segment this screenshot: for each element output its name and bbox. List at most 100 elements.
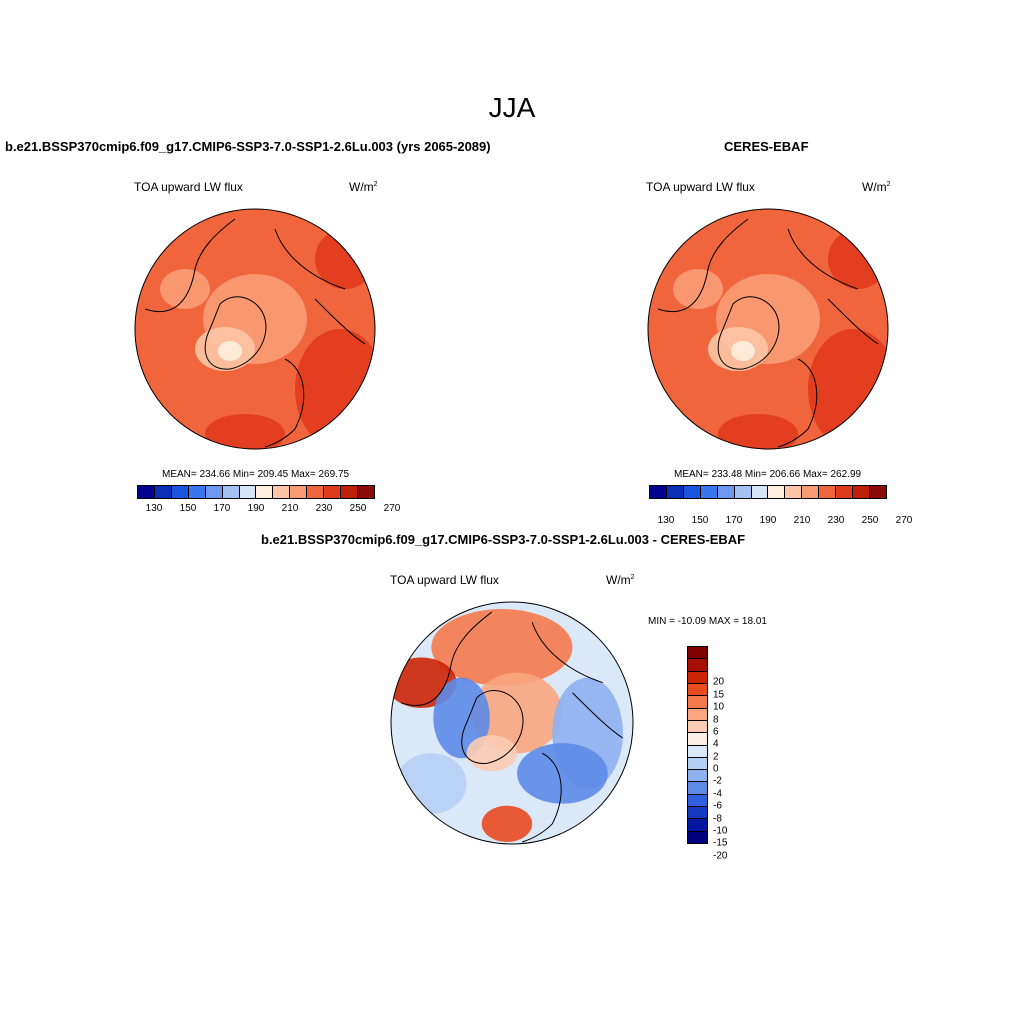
canada-mid-flux-region bbox=[160, 269, 210, 309]
colorbar-swatch bbox=[734, 486, 752, 498]
colorbar-swatch bbox=[688, 831, 707, 843]
panel-1-colorbar-labels: 130 150 170 190 210 230 250 270 bbox=[137, 503, 401, 515]
colorbar-tick-label: 8 bbox=[713, 714, 719, 725]
arctic-positive-region bbox=[471, 672, 563, 754]
colorbar-tick-label: -6 bbox=[713, 800, 722, 812]
colorbar-swatch bbox=[688, 782, 707, 795]
coastline bbox=[314, 298, 366, 345]
north-positive-region bbox=[431, 609, 573, 686]
colorbar-tick-label: -15 bbox=[713, 837, 728, 849]
southwest-negative-region bbox=[396, 753, 467, 814]
colorbar-tick-label: 130 bbox=[145, 503, 163, 514]
colorbar-tick-label: -4 bbox=[713, 788, 722, 800]
coastline bbox=[400, 611, 493, 706]
colorbar-tick-label: 170 bbox=[725, 515, 743, 526]
panel-1-colorbar bbox=[137, 485, 375, 499]
colorbar-tick-label: 150 bbox=[691, 515, 709, 526]
canada-mid-flux-region bbox=[673, 269, 723, 309]
colorbar-swatch bbox=[836, 486, 854, 498]
colorbar-swatch bbox=[683, 486, 701, 498]
colorbar-tick-label: 270 bbox=[895, 515, 913, 526]
colorbar-swatch bbox=[688, 770, 707, 783]
colorbar-tick-label: 250 bbox=[349, 503, 367, 514]
colorbar-swatch bbox=[324, 486, 342, 498]
colorbar-tick-label: 190 bbox=[247, 503, 265, 514]
coastline bbox=[787, 228, 859, 290]
coastline bbox=[204, 296, 267, 370]
colorbar-swatch bbox=[700, 486, 718, 498]
panel-1-polar-map bbox=[134, 208, 376, 450]
canada-negative-region bbox=[433, 677, 490, 759]
colorbar-tick-label: 270 bbox=[383, 503, 401, 514]
panel-1-variable: TOA upward LW flux bbox=[134, 180, 243, 194]
colorbar-swatch bbox=[688, 671, 707, 684]
coastline bbox=[827, 298, 879, 345]
panel-1-stats: MEAN= 234.66 Min= 209.45 Max= 269.75 bbox=[162, 469, 350, 480]
map-boundary bbox=[647, 208, 889, 450]
colorbar-tick-label: 15 bbox=[713, 689, 725, 701]
panel-1-title: b.e21.BSSP370cmip6.f09_g17.CMIP6-SSP3-7.… bbox=[5, 139, 491, 154]
coastline bbox=[274, 228, 346, 290]
colorbar-swatch bbox=[688, 807, 707, 820]
colorbar-tick-label: 250 bbox=[861, 515, 879, 526]
coastline bbox=[717, 296, 780, 370]
coastline bbox=[572, 692, 624, 739]
colorbar-swatch bbox=[688, 696, 707, 709]
colorbar-swatch bbox=[688, 794, 707, 808]
greenland-positive-region bbox=[466, 735, 518, 772]
colorbar-swatch bbox=[188, 486, 206, 498]
colorbar-swatch bbox=[688, 757, 707, 771]
coastline bbox=[777, 358, 818, 448]
panel-3-colorbar bbox=[687, 646, 708, 844]
panel-3-stats: MIN = -10.09 MAX = 18.01 bbox=[648, 616, 767, 627]
coastline bbox=[521, 752, 562, 843]
colorbar-swatch bbox=[307, 486, 325, 498]
colorbar-swatch bbox=[717, 486, 735, 498]
colorbar-swatch bbox=[290, 486, 308, 498]
panel-1-units: W/m2 bbox=[349, 180, 378, 194]
panel-3-colorbar-labels: 20 15 10 8 6 4 2 0 -2 -4 -6 -8 -10 -15 -20 bbox=[713, 670, 753, 868]
colorbar-tick-label: 20 bbox=[713, 676, 725, 688]
colorbar-swatch bbox=[768, 486, 786, 498]
map-boundary bbox=[390, 601, 634, 845]
colorbar-swatch bbox=[853, 486, 870, 498]
colorbar-tick-label: 190 bbox=[759, 515, 777, 526]
colorbar-swatch bbox=[256, 486, 274, 498]
colorbar-tick-label: 4 bbox=[713, 738, 719, 750]
colorbar-swatch bbox=[688, 720, 707, 734]
colorbar-swatch bbox=[273, 486, 291, 498]
greenland-minimum-region bbox=[731, 341, 755, 361]
atlantic-high-flux-region bbox=[205, 414, 285, 449]
colorbar-swatch bbox=[688, 659, 707, 672]
panel-2-variable: TOA upward LW flux bbox=[646, 180, 755, 194]
panel-2-colorbar-labels: 130 150 170 190 210 230 250 270 bbox=[649, 515, 913, 527]
colorbar-swatch bbox=[222, 486, 240, 498]
panel-2-title: CERES-EBAF bbox=[724, 139, 809, 154]
south-positive-region bbox=[481, 805, 533, 842]
colorbar-swatch bbox=[154, 486, 172, 498]
colorbar-swatch bbox=[819, 486, 837, 498]
panel-3-units: W/m2 bbox=[606, 573, 635, 587]
panel-3-title: b.e21.BSSP370cmip6.f09_g17.CMIP6-SSP3-7.… bbox=[261, 532, 746, 547]
colorbar-swatch bbox=[688, 683, 707, 697]
colorbar-tick-label: -8 bbox=[713, 813, 722, 824]
colorbar-swatch bbox=[171, 486, 189, 498]
coastline bbox=[531, 622, 603, 684]
panel-2-stats: MEAN= 233.48 Min= 206.66 Max= 262.99 bbox=[674, 469, 862, 480]
colorbar-swatch bbox=[341, 486, 358, 498]
coastline bbox=[264, 358, 305, 448]
colorbar-swatch bbox=[357, 486, 374, 498]
colorbar-tick-label: 230 bbox=[827, 515, 845, 526]
atlantic-high-flux-region bbox=[718, 414, 798, 449]
colorbar-tick-label: 170 bbox=[213, 503, 231, 514]
colorbar-swatch bbox=[869, 486, 886, 498]
colorbar-tick-label: -10 bbox=[713, 825, 728, 837]
colorbar-swatch bbox=[688, 647, 707, 660]
panel-3-polar-map bbox=[390, 601, 634, 845]
colorbar-swatch bbox=[688, 733, 707, 746]
colorbar-swatch bbox=[785, 486, 803, 498]
colorbar-swatch bbox=[666, 486, 684, 498]
colorbar-tick-label: 0 bbox=[713, 763, 719, 775]
colorbar-swatch bbox=[205, 486, 223, 498]
colorbar-swatch bbox=[239, 486, 257, 498]
